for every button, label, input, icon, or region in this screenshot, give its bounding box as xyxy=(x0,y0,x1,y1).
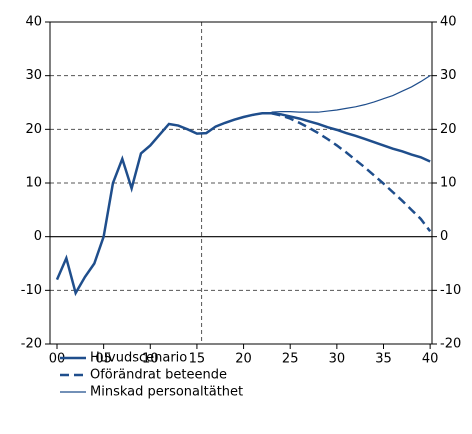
series-line xyxy=(271,75,431,113)
y2-tick-label: -10 xyxy=(440,283,461,298)
plot-frame xyxy=(49,21,433,345)
y2-tick-label: 30 xyxy=(440,68,457,83)
x-tick-label: 15 xyxy=(189,352,206,367)
x-tick-label: 40 xyxy=(422,352,439,367)
x-tick-label: 35 xyxy=(375,352,392,367)
y2-tick-label: 20 xyxy=(440,122,457,137)
x-tick-label: 05 xyxy=(95,352,112,367)
legend-label: Huvudscenario xyxy=(90,351,187,366)
x-tick-label: 30 xyxy=(329,352,346,367)
y-tick-label: -20 xyxy=(21,337,42,352)
series-line xyxy=(271,112,432,233)
y2-tick-label: 40 xyxy=(440,15,457,30)
legend-label: Minskad personaltäthet xyxy=(90,385,243,400)
y-tick-label: 20 xyxy=(25,122,42,137)
x-tick-label: 20 xyxy=(235,352,252,367)
y2-tick-label: -20 xyxy=(440,337,461,352)
x-tick-label: 00 xyxy=(49,352,66,367)
legend-label: Oförändrat beteende xyxy=(90,368,227,383)
x-tick-label: 25 xyxy=(282,352,299,367)
series-line xyxy=(55,111,431,297)
y-tick-label: 0 xyxy=(34,229,42,244)
y-tick-label: 10 xyxy=(25,176,42,191)
x-tick-label: 10 xyxy=(142,352,159,367)
y2-tick-label: 0 xyxy=(440,229,448,244)
y-tick-label: 40 xyxy=(25,15,42,30)
y-tick-label: 30 xyxy=(25,68,42,83)
y-tick-label: -10 xyxy=(21,283,42,298)
y2-tick-label: 10 xyxy=(440,176,457,191)
